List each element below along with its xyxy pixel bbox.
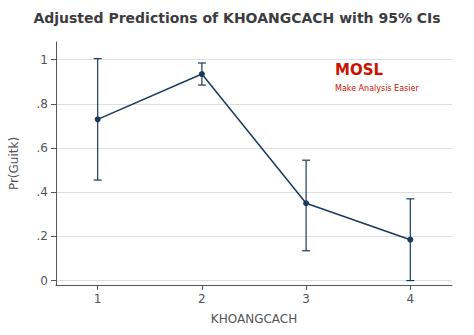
svg-text:1: 1 bbox=[94, 292, 102, 306]
svg-text:2: 2 bbox=[198, 292, 206, 306]
svg-text:.6: .6 bbox=[37, 141, 48, 155]
svg-text:Adjusted Predictions of KHOANG: Adjusted Predictions of KHOANGCACH with … bbox=[33, 10, 440, 26]
svg-text:MOSL: MOSL bbox=[335, 61, 383, 79]
svg-text:0: 0 bbox=[40, 274, 48, 288]
svg-text:Make Analysis Easier: Make Analysis Easier bbox=[335, 84, 419, 93]
svg-text:.8: .8 bbox=[37, 97, 48, 111]
svg-text:KHOANGCACH: KHOANGCACH bbox=[211, 312, 297, 326]
svg-text:1: 1 bbox=[40, 53, 48, 67]
svg-text:Pr(Guitk): Pr(Guitk) bbox=[7, 137, 21, 190]
svg-text:.4: .4 bbox=[37, 185, 48, 199]
svg-text:3: 3 bbox=[302, 292, 310, 306]
svg-text:.2: .2 bbox=[37, 229, 48, 243]
svg-text:4: 4 bbox=[406, 292, 414, 306]
